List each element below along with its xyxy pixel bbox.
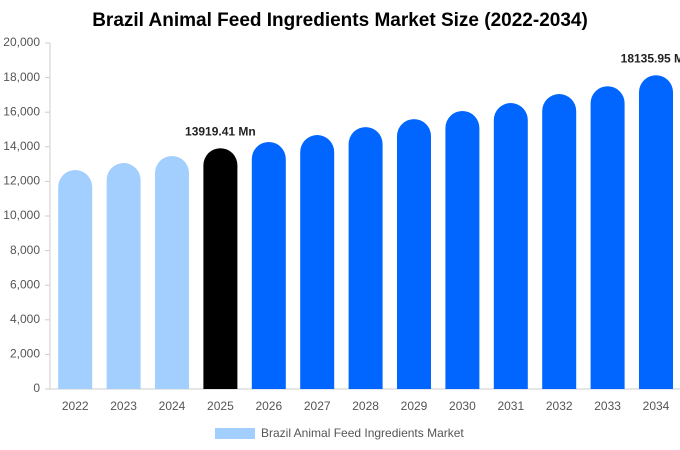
bar [397,119,431,389]
y-tick-label: 18,000 [3,70,40,84]
y-tick-label: 4,000 [10,312,40,326]
x-tick-label: 2032 [546,399,573,413]
bar [155,155,189,389]
y-tick-label: 16,000 [3,104,40,118]
x-tick-label: 2024 [159,399,186,413]
bar [300,135,335,389]
x-tick-label: 2031 [497,399,524,413]
x-tick-label: 2023 [110,399,137,413]
bar [58,169,93,389]
y-tick-label: 8,000 [10,243,40,257]
y-tick-label: 0 [33,381,40,395]
x-tick-label: 2028 [352,399,379,413]
x-tick-label: 2030 [449,399,476,413]
legend-label: Brazil Animal Feed Ingredients Market [261,426,464,440]
bar [348,127,383,389]
x-tick-label: 2029 [401,399,428,413]
y-tick-label: 10,000 [3,208,40,222]
bar [590,86,625,389]
x-tick-label: 2034 [643,399,670,413]
bar [445,110,480,389]
bar [493,103,528,389]
chart-title: Brazil Animal Feed Ingredients Market Si… [92,10,588,31]
x-tick-label: 2033 [594,399,621,413]
data-label: 13919.41 Mn [185,124,256,138]
data-label: 18135.95 Mn [621,51,680,65]
y-tick-label: 14,000 [3,139,40,153]
bar [251,141,286,389]
y-tick-label: 2,000 [10,347,40,361]
x-tick-label: 2026 [255,399,282,413]
y-tick-label: 20,000 [3,35,40,49]
y-tick-label: 6,000 [10,277,40,291]
bar [639,75,673,390]
y-tick-label: 12,000 [3,174,40,188]
bar [203,148,238,389]
x-tick-label: 2027 [304,399,331,413]
bar [542,94,577,389]
x-tick-label: 2025 [207,399,234,413]
bar [106,163,141,389]
legend-swatch [215,428,255,439]
x-tick-label: 2022 [62,399,89,413]
